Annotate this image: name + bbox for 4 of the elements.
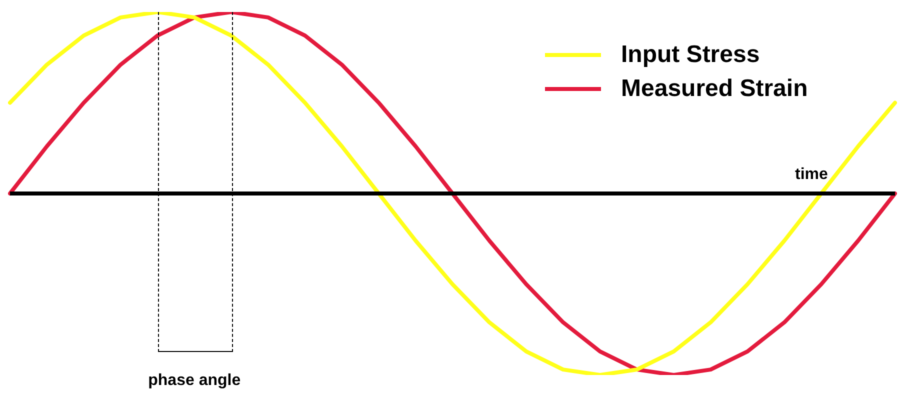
legend-label: Input Stress	[621, 41, 760, 69]
annotation: phase angle	[148, 372, 241, 390]
legend-label: Measured Strain	[621, 75, 808, 103]
x-axis-title: time	[795, 166, 828, 184]
